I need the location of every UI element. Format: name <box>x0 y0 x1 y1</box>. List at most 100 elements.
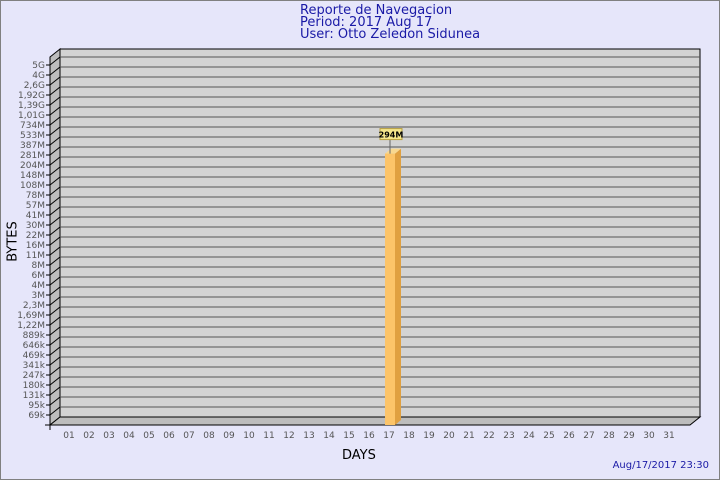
x-tick-label: 15 <box>343 431 354 441</box>
y-tick-label: 30M <box>26 221 45 231</box>
y-tick-depth <box>49 126 61 136</box>
x-tick-label: 20 <box>443 431 455 441</box>
y-tick-depth <box>49 56 61 66</box>
x-tick-label: 10 <box>243 431 255 441</box>
x-tick-label: 03 <box>103 431 114 441</box>
x-tick-label: 14 <box>323 431 335 441</box>
y-tick-label: 6M <box>32 271 46 281</box>
chart-user: User: Otto Zeledon Sidunea <box>300 27 481 42</box>
y-tick-depth <box>49 166 61 176</box>
y-tick-label: 41M <box>26 211 45 221</box>
data-label-box <box>379 128 403 141</box>
y-tick-label: 204M <box>20 161 45 171</box>
y-tick-depth <box>49 146 61 156</box>
y-tick-depth <box>49 336 61 346</box>
x-tick-label: 06 <box>163 431 175 441</box>
y-tick-depth <box>49 226 61 236</box>
y-tick-depth <box>49 186 61 196</box>
y-tick-label: 3M <box>32 291 46 301</box>
y-tick-depth <box>49 96 61 106</box>
x-tick-label: 13 <box>303 431 314 441</box>
y-tick-label: 108M <box>20 181 45 191</box>
y-tick-label: 8M <box>32 261 46 271</box>
y-tick-depth <box>49 216 61 226</box>
x-tick-label: 19 <box>423 431 435 441</box>
y-axis-label: BYTES <box>5 221 21 262</box>
y-tick-label: 889k <box>23 331 46 341</box>
floor <box>48 416 702 426</box>
x-tick-label: 08 <box>203 431 215 441</box>
y-tick-label: 387M <box>20 141 45 151</box>
x-tick-label: 31 <box>663 431 674 441</box>
y-tick-depth <box>49 346 61 356</box>
x-tick-label: 30 <box>643 431 655 441</box>
chart-period: Period: 2017 Aug 17 <box>300 15 433 30</box>
x-tick-label: 01 <box>63 431 74 441</box>
y-tick-label: 2,6G <box>24 81 45 91</box>
y-tick-depth <box>49 106 61 116</box>
bar-top <box>385 148 401 154</box>
x-tick-label: 16 <box>363 431 375 441</box>
x-tick-label: 12 <box>283 431 294 441</box>
y-tick-depth <box>49 356 61 366</box>
bar <box>385 153 395 425</box>
y-tick-depth <box>49 76 61 86</box>
x-tick-label: 17 <box>383 431 394 441</box>
y-tick-label: 69k <box>28 411 45 421</box>
y-tick-depth <box>49 256 61 266</box>
x-tick-label: 21 <box>463 431 474 441</box>
x-tick-label: 25 <box>543 431 554 441</box>
x-tick-label: 27 <box>583 431 594 441</box>
y-tick-depth <box>49 116 61 126</box>
y-tick-label: 1,01G <box>18 111 45 121</box>
y-tick-depth <box>49 316 61 326</box>
x-tick-label: 28 <box>603 431 615 441</box>
y-tick-label: 533M <box>20 131 45 141</box>
back-wall <box>59 48 701 418</box>
y-tick-label: 646k <box>23 341 46 351</box>
y-tick-depth <box>49 66 61 76</box>
y-tick-depth <box>49 276 61 286</box>
y-tick-depth <box>49 196 61 206</box>
y-tick-label: 1,22M <box>17 321 45 331</box>
y-tick-label: 5G <box>32 61 45 71</box>
y-tick-depth <box>49 156 61 166</box>
y-tick-depth <box>49 246 61 256</box>
y-tick-label: 281M <box>20 151 45 161</box>
x-tick-label: 09 <box>223 431 235 441</box>
x-tick-label: 24 <box>523 431 535 441</box>
y-tick-label: 22M <box>26 231 45 241</box>
y-tick-depth <box>49 366 61 376</box>
x-tick-label: 29 <box>623 431 635 441</box>
y-tick-depth <box>49 296 61 306</box>
y-tick-label: 247k <box>23 371 46 381</box>
y-tick-depth <box>49 406 61 416</box>
y-tick-depth <box>49 266 61 276</box>
y-tick-depth <box>49 376 61 386</box>
y-tick-depth <box>49 176 61 186</box>
y-tick-depth <box>49 396 61 406</box>
y-tick-depth <box>49 136 61 146</box>
y-tick-label: 469k <box>23 351 46 361</box>
y-tick-label: 4M <box>32 281 46 291</box>
x-tick-label: 04 <box>123 431 135 441</box>
x-tick-label: 26 <box>563 431 575 441</box>
y-tick-label: 57M <box>26 201 45 211</box>
x-tick-label: 22 <box>483 431 494 441</box>
y-tick-label: 1,69M <box>17 311 45 321</box>
y-tick-depth <box>49 236 61 246</box>
y-tick-depth <box>49 326 61 336</box>
x-tick-label: 02 <box>83 431 94 441</box>
y-tick-label: 4G <box>32 71 45 81</box>
y-tick-depth <box>49 86 61 96</box>
y-tick-depth <box>49 286 61 296</box>
y-tick-label: 95k <box>28 401 45 411</box>
data-label: 294M <box>379 131 404 140</box>
y-tick-depth <box>49 306 61 316</box>
y-tick-label: 2,3M <box>23 301 45 311</box>
y-tick-label: 734M <box>20 121 45 131</box>
y-tick-label: 16M <box>26 241 45 251</box>
x-tick-label: 23 <box>503 431 514 441</box>
y-tick-label: 1,39G <box>18 101 45 111</box>
